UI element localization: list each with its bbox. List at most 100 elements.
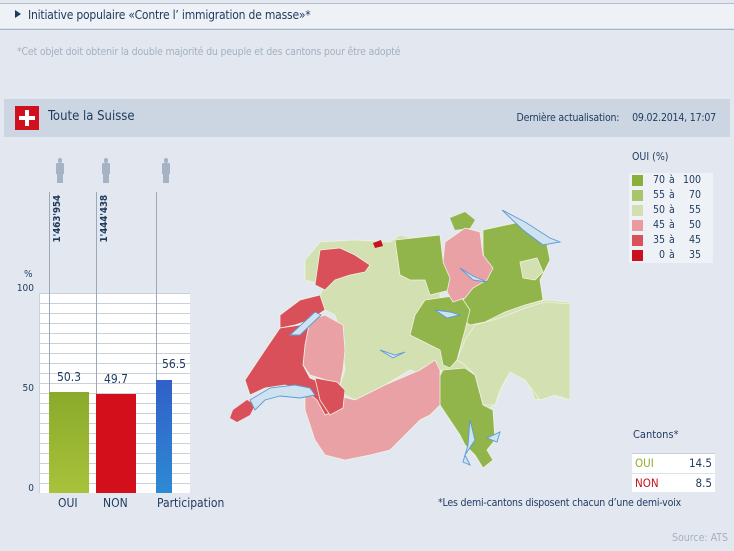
top-border <box>0 3 734 4</box>
legend-connector: à <box>669 204 675 216</box>
plot-axis <box>39 293 40 493</box>
cantons-non-row: NON 8.5 <box>632 473 715 492</box>
person-icon <box>101 158 111 184</box>
y-tick-100: 100 <box>16 283 34 294</box>
canton-graubuenden <box>456 301 570 406</box>
map-legend: 70 à 100 55 à 70 50 à 55 45 à 50 35 à 45 0 à 35 <box>629 173 713 263</box>
oui-value: 50.3 <box>56 370 82 384</box>
x-label-non: NON <box>103 496 128 510</box>
legend-title: OUI (%) <box>632 151 669 163</box>
legend-item: 70 à 100 <box>629 173 713 188</box>
legend-connector: à <box>669 249 675 261</box>
switzerland-canton-map[interactable] <box>225 200 570 470</box>
legend-from: 70 <box>652 174 665 186</box>
canton-vaud <box>244 319 338 416</box>
canton-basel-city <box>373 240 383 248</box>
canton-valais <box>304 359 441 461</box>
legend-to: 70 <box>688 189 701 201</box>
legend-to: 45 <box>688 234 701 246</box>
lake-thun <box>379 349 406 359</box>
legend-to: 55 <box>688 204 701 216</box>
double-majority-note: *Cet objet doit obtenir la double majori… <box>17 46 401 58</box>
cantons-oui-value: 14.5 <box>688 456 712 470</box>
bars-container: 50.3 49.7 56.5 <box>39 293 190 493</box>
legend-item: 55 à 70 <box>629 188 713 203</box>
y-tick-0: 0 <box>28 483 34 494</box>
person-icon <box>55 158 65 184</box>
cantons-non-value: 8.5 <box>695 476 712 490</box>
non-vote-count: 1'444'438 <box>99 195 110 243</box>
last-update: Dernière actualisation: 09.02.2014, 17:0… <box>516 112 717 124</box>
legend-swatch <box>632 190 643 201</box>
legend-swatch <box>632 175 643 186</box>
lake-neuchatel <box>288 311 322 336</box>
canton-geneva <box>230 400 255 422</box>
cantons-table: OUI 14.5 NON 8.5 <box>632 453 715 492</box>
canton-jura <box>314 247 371 291</box>
canton-appenzell <box>519 257 544 281</box>
legend-from: 50 <box>652 204 665 216</box>
legend-to: 100 <box>682 174 701 186</box>
participation-value: 56.5 <box>161 357 187 371</box>
canton-valais-lower <box>314 377 346 416</box>
y-tick-50: 50 <box>22 383 34 394</box>
lake-constance <box>501 209 562 246</box>
participation-leader-line <box>156 192 157 493</box>
canton-region-yes <box>394 234 456 296</box>
non-value: 49.7 <box>103 372 129 386</box>
cantons-oui-label: OUI <box>635 456 654 470</box>
legend-from: 55 <box>652 189 665 201</box>
expand-arrow-icon[interactable] <box>15 10 21 18</box>
half-canton-footnote: *Les demi-cantons disposent chacun d’une… <box>438 497 681 509</box>
cantons-oui-row: OUI 14.5 <box>632 454 715 472</box>
non-leader-line <box>96 192 97 493</box>
bar-non[interactable] <box>96 394 136 493</box>
last-update-value: 09.02.2014, 17:07 <box>632 112 716 124</box>
canton-ticino <box>434 367 496 469</box>
y-axis-unit: % <box>24 269 33 280</box>
lake-geneva <box>249 384 316 411</box>
legend-connector: à <box>669 174 675 186</box>
legend-swatch <box>632 250 643 261</box>
person-icon <box>161 158 171 184</box>
lake-zurich <box>459 267 488 283</box>
last-update-label: Dernière actualisation: <box>516 112 620 124</box>
legend-to: 35 <box>688 249 701 261</box>
legend-swatch <box>632 220 643 231</box>
canton-schaffhausen <box>450 212 475 230</box>
lake-lugano <box>485 431 501 443</box>
legend-swatch <box>632 205 643 216</box>
lake-lucerne <box>434 309 462 319</box>
source-credit: Source: ATS <box>671 532 728 544</box>
results-bar-chart: 1'463'954 1'444'438 % 100 50 0 50.3 49.7… <box>0 150 240 520</box>
canton-zurich <box>442 227 494 303</box>
legend-from: 35 <box>652 234 665 246</box>
bar-participation[interactable] <box>156 380 172 493</box>
oui-vote-count: 1'463'954 <box>52 195 63 243</box>
legend-connector: à <box>669 219 675 231</box>
x-label-oui: OUI <box>58 496 78 510</box>
oui-leader-line <box>49 192 50 493</box>
cantons-title: Cantons* <box>633 428 679 441</box>
legend-item: 45 à 50 <box>629 218 713 233</box>
region-name: Toute la Suisse <box>48 109 135 124</box>
initiative-title: Initiative populaire «Contre l’ immigrat… <box>28 8 311 22</box>
legend-item: 50 à 55 <box>629 203 713 218</box>
legend-connector: à <box>669 234 675 246</box>
legend-item: 0 à 35 <box>629 248 713 263</box>
bar-oui[interactable] <box>49 392 89 493</box>
cantons-non-label: NON <box>635 476 659 490</box>
legend-from: 0 <box>658 249 665 261</box>
legend-swatch <box>632 235 643 246</box>
legend-to: 50 <box>688 219 701 231</box>
swiss-flag-icon <box>15 106 39 130</box>
legend-item: 35 à 45 <box>629 233 713 248</box>
region-bar: Toute la Suisse Dernière actualisation: … <box>4 99 730 137</box>
legend-from: 45 <box>652 219 665 231</box>
x-label-participation: Participation <box>157 496 225 510</box>
legend-connector: à <box>669 189 675 201</box>
lake-maggiore <box>462 419 476 466</box>
initiative-title-bar[interactable]: Initiative populaire «Contre l’ immigrat… <box>0 4 734 29</box>
lakes <box>249 209 562 466</box>
title-divider <box>0 29 734 30</box>
